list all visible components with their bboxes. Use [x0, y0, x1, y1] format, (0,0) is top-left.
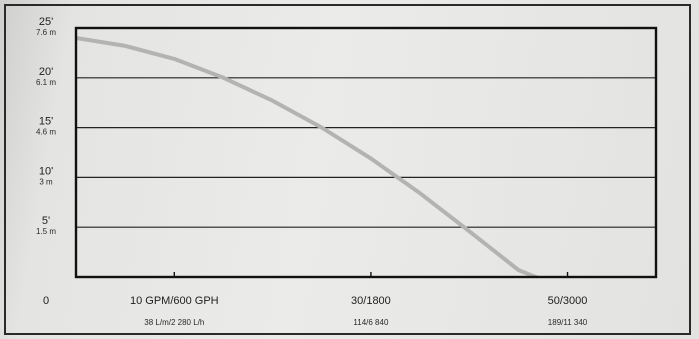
y-tick-label-m-3: 3 m	[39, 177, 53, 186]
plot-area	[74, 26, 658, 279]
x-axis-ticks: 0 10 GPM/600 GPH 38 L/m/2 280 L/h 30/1800 11…	[43, 272, 588, 327]
y-tick-label-ft-1: 20'	[39, 66, 53, 78]
chart-frame	[4, 4, 691, 335]
x-tick-label-1: 10 GPM/600 GPH	[130, 295, 219, 307]
y-tick-label-m-1: 6.1 m	[36, 78, 56, 87]
y-axis-ticks: 25'7.6 m 20'6.1 m 15'4.6 m 10'3 m 5'1.5 m	[36, 16, 56, 236]
y-tick-label-ft-3: 10'	[39, 165, 53, 177]
curve-layer	[76, 36, 541, 277]
y-tick-label-ft-4: 5'	[42, 215, 50, 227]
x-tick-sublabel-2: 114/6 840	[353, 318, 389, 327]
plot-border	[74, 26, 658, 279]
x-tick-label-0: 0	[43, 295, 49, 307]
y-tick-label-m-4: 1.5 m	[36, 227, 56, 236]
x-tick-label-3: 50/3000	[548, 295, 588, 307]
series-curve-0	[76, 36, 541, 277]
grid-lines	[76, 77, 656, 228]
x-tick-label-2: 30/1800	[351, 295, 391, 307]
x-tick-sublabel-3: 189/11 340	[548, 318, 588, 327]
y-tick-label-m-0: 7.6 m	[36, 28, 56, 37]
y-tick-label-m-2: 4.6 m	[36, 128, 56, 137]
y-tick-label-ft-2: 15'	[39, 116, 53, 128]
y-tick-label-ft-0: 25'	[39, 16, 53, 28]
x-tick-sublabel-1: 38 L/m/2 280 L/h	[144, 318, 204, 327]
